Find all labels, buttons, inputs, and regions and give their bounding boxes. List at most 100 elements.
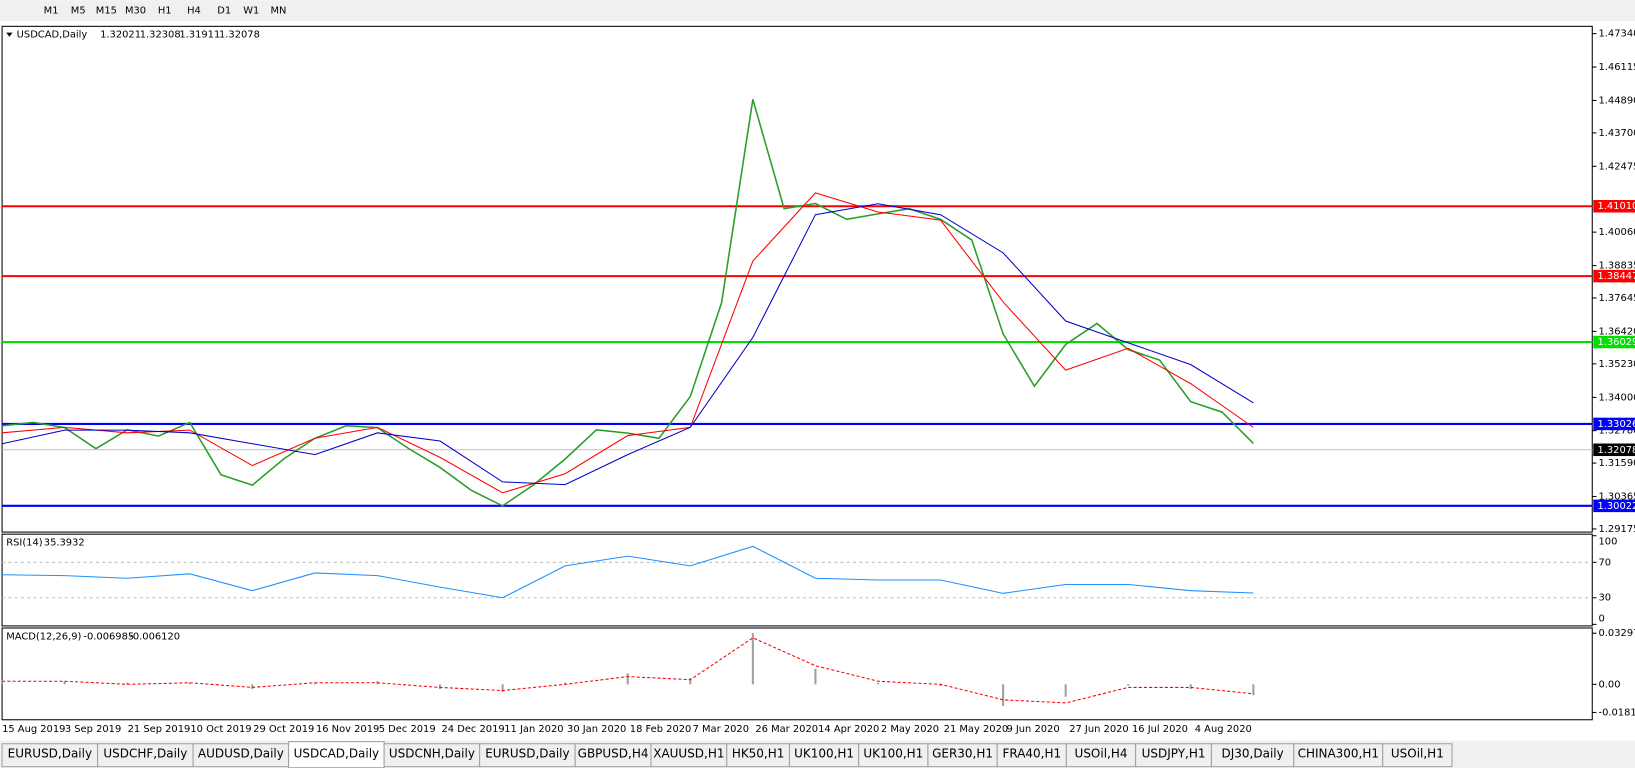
macd-bar: [1, 679, 4, 685]
y-tick-label: 1.44890: [1599, 95, 1635, 106]
date-label: 2 May 2020: [881, 724, 939, 735]
macd-bar: [876, 682, 880, 685]
date-label: 29 Oct 2019: [253, 724, 314, 735]
y-tick-label: 1.47340: [1599, 29, 1635, 40]
y-tick-label: 1.46115: [1599, 62, 1635, 73]
macd-bar: [1252, 684, 1255, 696]
date-label: 11 Jan 2020: [504, 724, 563, 735]
date-label: 16 Nov 2019: [316, 724, 379, 735]
close: [2, 99, 1254, 507]
date-label: 5 Dec 2019: [379, 724, 436, 735]
rsi-line: [2, 545, 1254, 599]
date-label: 3 Sep 2019: [65, 724, 121, 735]
macd-bar: [1189, 684, 1192, 689]
timeframe-button[interactable]: W1: [243, 6, 259, 17]
date-label: 30 Jan 2020: [567, 724, 626, 735]
tab-label[interactable]: USDCHF,Daily: [103, 747, 187, 761]
level-label: 1.41010: [1597, 201, 1635, 212]
header-arrow: [6, 32, 13, 37]
macd-bar: [501, 684, 504, 693]
macd-tick-label: 0.032972: [1599, 628, 1635, 639]
level-label: 1.33026: [1597, 419, 1635, 430]
tab-label[interactable]: UK100,H1: [863, 747, 923, 761]
macd-bar: [438, 684, 442, 689]
tab-label[interactable]: EURUSD,Daily: [8, 747, 92, 761]
tab-label[interactable]: USOil,H1: [1391, 747, 1444, 761]
tab-label[interactable]: DJ30,Daily: [1222, 747, 1284, 761]
y-tick-label: 1.34000: [1599, 392, 1635, 403]
date-label: 9 Jun 2020: [1006, 724, 1059, 735]
rsi-last: 35.3932: [44, 537, 85, 548]
y-tick-label: 1.38835: [1599, 261, 1635, 272]
macd-bar: [689, 678, 692, 685]
macd-bar: [1064, 684, 1067, 697]
y-tick-label: 1.29175: [1599, 524, 1635, 535]
y-tick-label: 1.30365: [1599, 491, 1635, 502]
macd-tick-label: -0.01815: [1599, 707, 1635, 718]
ohlc-value: 1.31911: [179, 30, 220, 41]
tab-label[interactable]: USDCAD,Daily: [294, 747, 380, 761]
macd-title: MACD(12,26,9): [6, 631, 81, 642]
tab-label[interactable]: USDCNH,Daily: [389, 747, 475, 761]
tab[interactable]: [1382, 743, 1453, 768]
tab-label[interactable]: CHINA300,H1: [1298, 747, 1379, 761]
date-label: 14 Apr 2020: [818, 724, 879, 735]
macd-bar: [188, 682, 191, 685]
date-label: 10 Oct 2019: [190, 724, 251, 735]
price-panel: [1, 25, 1593, 533]
y-tick-label: 1.42475: [1599, 161, 1635, 172]
tab-label[interactable]: USDJPY,H1: [1142, 747, 1206, 761]
macd-panel: [1, 627, 1593, 721]
timeframe-button[interactable]: M15: [96, 6, 117, 17]
tab-label[interactable]: FRA40,H1: [1002, 747, 1061, 761]
ohlc-value: 1.32021: [100, 30, 141, 41]
timeframe-button[interactable]: MN: [270, 6, 286, 17]
timeframe-button[interactable]: M5: [71, 6, 86, 17]
fast-ma: [2, 192, 1254, 494]
y-tick-label: 1.37645: [1599, 293, 1635, 304]
y-tick-label: 1.36420: [1599, 326, 1635, 337]
macd-bar: [313, 682, 316, 685]
macd-main: -0.006985: [83, 631, 134, 642]
rsi-tick-label: 70: [1599, 557, 1612, 568]
date-label: 26 Mar 2020: [755, 724, 818, 735]
toolbar: [0, 0, 1635, 22]
date-label: 15 Aug 2019: [2, 724, 65, 735]
tab-label[interactable]: GBPUSD,H4: [578, 747, 649, 761]
macd-bar: [564, 682, 567, 685]
date-label: 21 Sep 2019: [128, 724, 191, 735]
slow-ma: [1, 203, 1254, 486]
macd-signal: -0.006120: [129, 631, 180, 642]
rsi-tick-label: 30: [1599, 593, 1612, 604]
level-tag: [1593, 499, 1635, 513]
macd-bar: [1127, 684, 1130, 686]
date-label: 16 Jul 2020: [1132, 724, 1188, 735]
tab-label[interactable]: AUDUSD,Daily: [198, 747, 284, 761]
tab-label[interactable]: UK100,H1: [794, 747, 854, 761]
timeframe-button[interactable]: D1: [217, 6, 231, 17]
tab-label[interactable]: GER30,H1: [932, 747, 993, 761]
current-price-label: 1.32078: [1597, 445, 1635, 456]
date-label: 24 Dec 2019: [441, 724, 504, 735]
macd-bar: [251, 684, 254, 689]
tab-label[interactable]: USOil,H4: [1075, 747, 1128, 761]
macd-bar: [814, 668, 817, 685]
ohlc-value: 1.32308: [140, 30, 181, 41]
level-tag: [1593, 335, 1635, 349]
tab[interactable]: [288, 741, 385, 769]
timeframe-button[interactable]: M30: [125, 6, 146, 17]
timeframe-button[interactable]: M1: [44, 6, 59, 17]
macd-signal-line: [2, 637, 1254, 704]
y-tick-label: 1.35230: [1599, 359, 1635, 370]
y-tick-label: 1.43700: [1599, 128, 1635, 139]
macd-bar: [939, 684, 942, 686]
date-label: 4 Aug 2020: [1195, 724, 1252, 735]
tab-label[interactable]: EURUSD,Daily: [485, 747, 569, 761]
timeframe-button[interactable]: H4: [187, 6, 201, 17]
date-label: 18 Feb 2020: [630, 724, 692, 735]
tab-label[interactable]: XAUUSD,H1: [653, 747, 724, 761]
timeframe-button[interactable]: H1: [158, 6, 172, 17]
date-label: 21 May 2020: [944, 724, 1009, 735]
tab-label[interactable]: HK50,H1: [732, 747, 785, 761]
